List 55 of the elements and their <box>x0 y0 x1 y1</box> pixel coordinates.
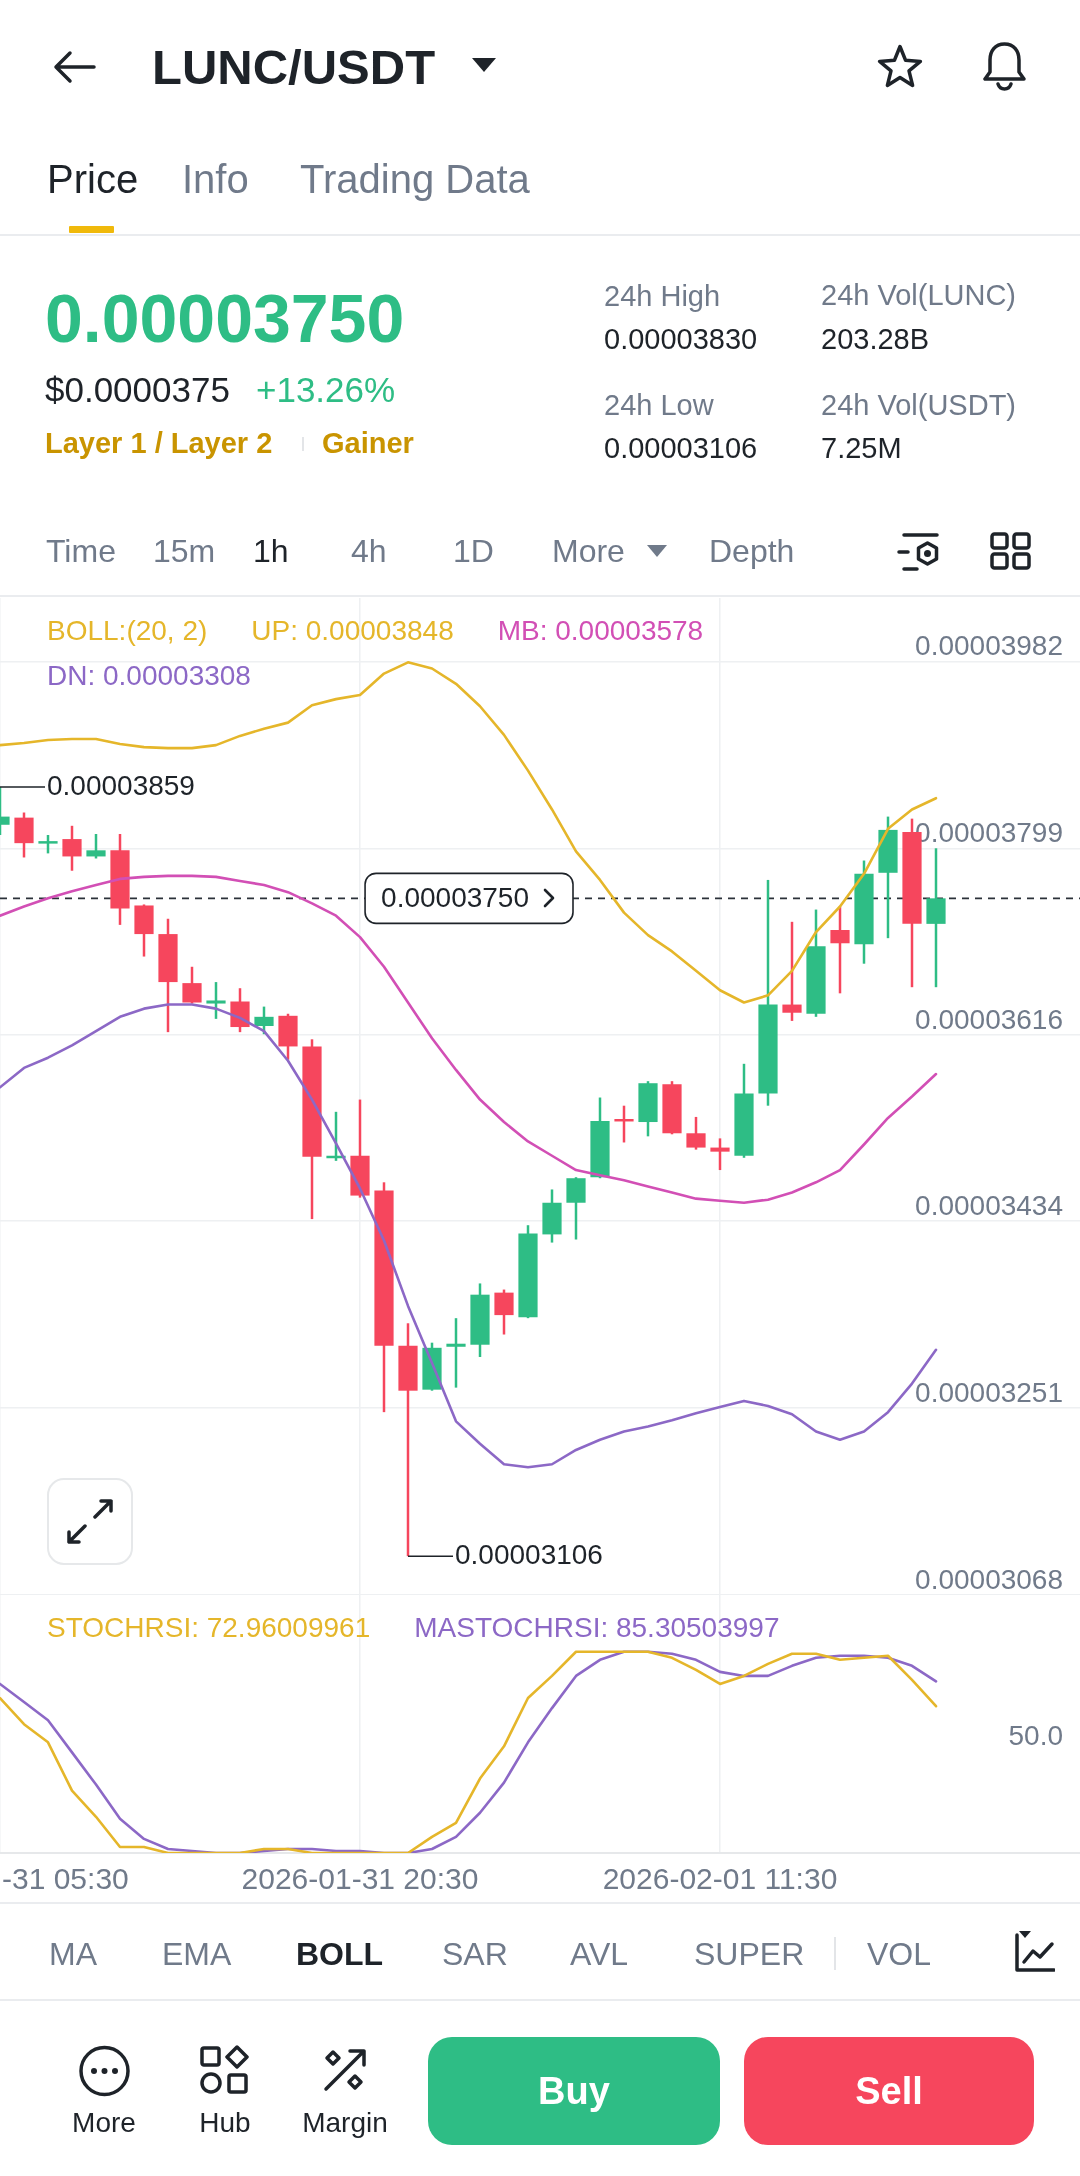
y-tick-label: 0.00003982 <box>915 630 1063 662</box>
annotation: 0.00003106 <box>455 1538 603 1570</box>
text: 1D <box>453 533 494 570</box>
text: 0.00003106 <box>604 431 758 464</box>
series-label: UP: 0.00003848 <box>251 615 454 646</box>
y-tick-label: 0.00003434 <box>915 1190 1063 1222</box>
text: BOLL:(20, 2) <box>47 615 208 646</box>
text: More <box>552 533 625 570</box>
text: Gainer <box>322 426 414 459</box>
text: 203.28B <box>821 322 930 355</box>
text: 0.00003750 <box>45 279 405 356</box>
text: DN: 0.00003308 <box>47 660 251 691</box>
y-tick-label: 0.00003616 <box>915 1004 1063 1036</box>
annotation: 50.0 <box>1008 1719 1063 1751</box>
text: Trading Data <box>300 157 530 202</box>
text: MA <box>49 1936 97 1973</box>
x-tick-label: 2026-01-31 20:30 <box>241 1862 479 1896</box>
text: 24h Low <box>604 388 714 421</box>
series-label: MASTOCHRSI: 85.30503997 <box>414 1612 780 1643</box>
text: 0.00003830 <box>604 322 758 355</box>
ref-line-label: 0.00003750 <box>381 882 530 914</box>
text: More <box>72 2107 136 2139</box>
text: LUNC/USDT <box>152 39 436 94</box>
annotation: 0.00003859 <box>47 769 195 801</box>
x-tick-label: 2026-02-01 11:30 <box>602 1862 838 1896</box>
text: Margin <box>302 2107 388 2139</box>
y-tick-label: 0.00003251 <box>915 1377 1063 1409</box>
text: AVL <box>570 1936 629 1973</box>
text: Layer 1 / Layer 2 <box>45 426 273 459</box>
text: SAR <box>442 1936 508 1973</box>
text: Price <box>47 157 139 202</box>
y-tick-label: 0.00003068 <box>915 1564 1063 1595</box>
text: +13.26% <box>256 369 396 409</box>
text: 15m <box>153 533 216 570</box>
text: $0.0000375 <box>45 369 230 409</box>
text: Sell <box>855 2070 923 2113</box>
text: 24h Vol(LUNC) <box>821 278 1017 311</box>
text: Time <box>46 533 116 570</box>
text: Buy <box>538 2070 610 2113</box>
text: EMA <box>162 1936 232 1973</box>
text: VOL <box>867 1936 932 1973</box>
y-tick-label: 0.00003799 <box>915 817 1063 849</box>
text: 1h <box>253 533 289 570</box>
text: BOLL <box>296 1936 384 1973</box>
text: Hub <box>199 2107 251 2139</box>
text: SUPER <box>694 1936 805 1973</box>
text: 24h Vol(USDT) <box>821 388 1017 421</box>
text: Info <box>182 157 249 202</box>
text: MB: 0.00003578 <box>497 615 704 646</box>
text: STOCHRSI: 72.96009961 <box>47 1612 371 1643</box>
text: 24h High <box>604 279 721 312</box>
text: 4h <box>351 533 387 570</box>
text: 7.25M <box>821 431 902 464</box>
x-tick-label: -31 05:30 <box>1 1862 129 1896</box>
text: Depth <box>709 533 795 570</box>
